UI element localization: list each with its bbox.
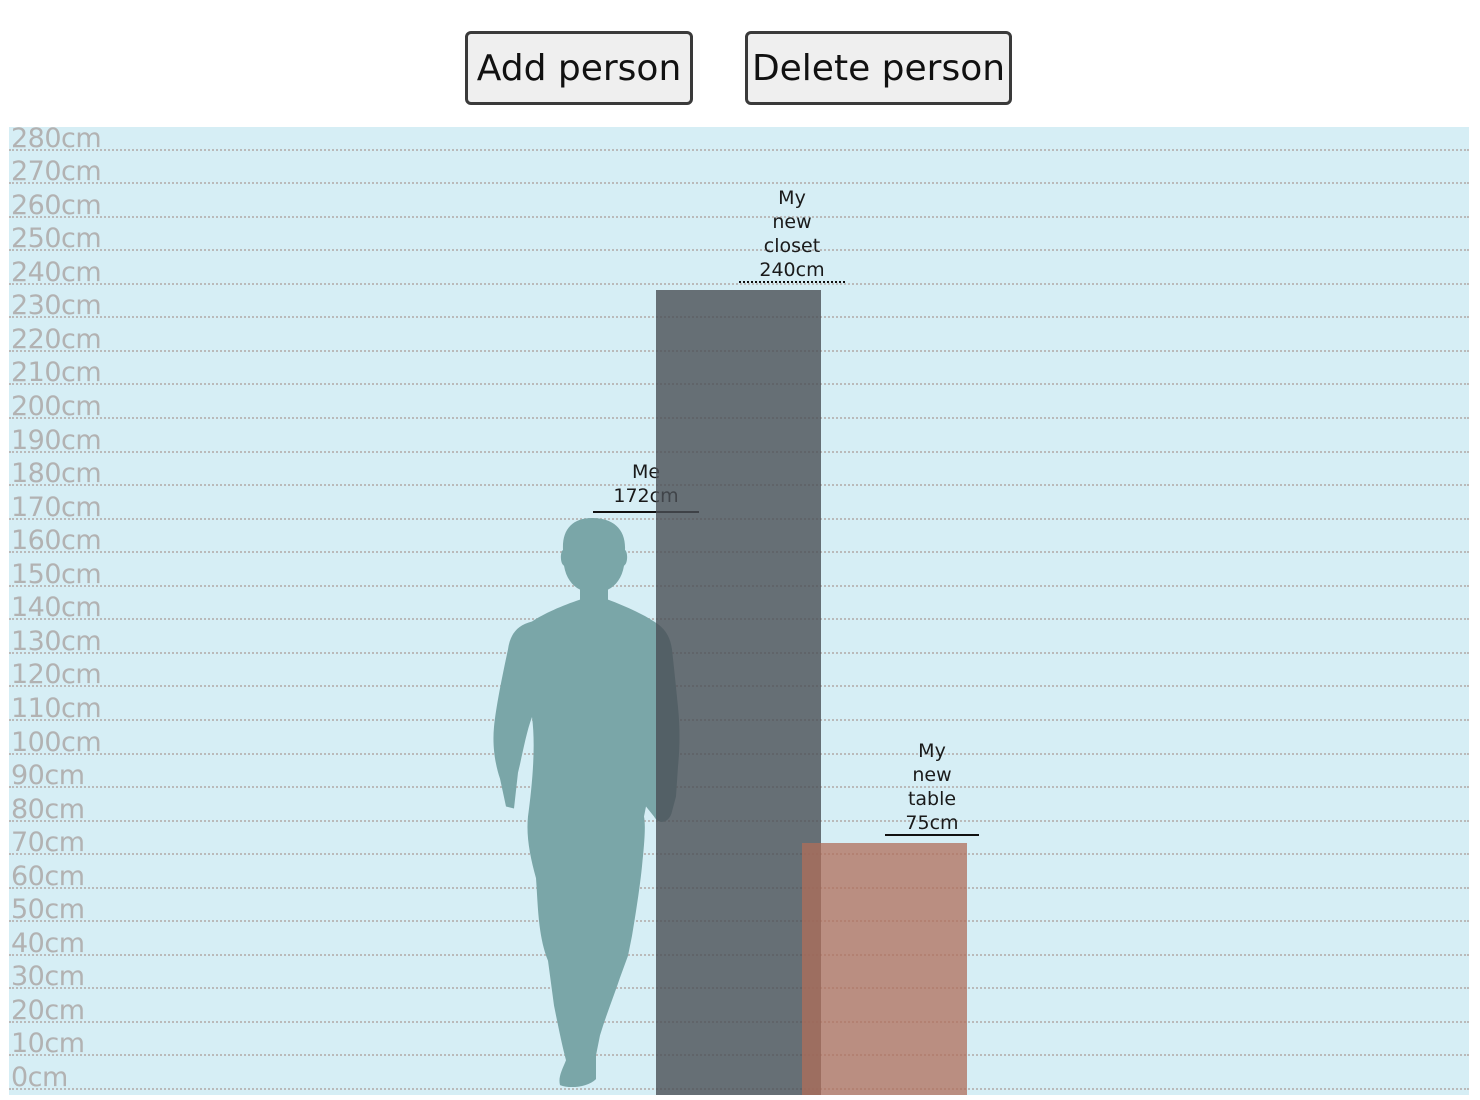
person-name: Me [631,460,661,483]
y-tick-label: 90cm [11,760,85,792]
table-name-line: new [912,764,952,787]
y-tick-label: 240cm [11,256,102,288]
y-tick-label: 120cm [11,659,102,691]
y-tick-label: 250cm [11,223,102,255]
y-tick-label: 170cm [11,491,102,523]
gridline [9,215,1469,218]
person-height-marker [593,510,699,513]
person-silhouette-me[interactable] [492,517,692,1089]
table-name-line: My [918,740,946,763]
y-tick-label: 40cm [11,927,85,959]
table-height-marker [885,834,979,837]
y-tick-label: 270cm [11,156,102,188]
y-tick-label: 30cm [11,961,85,993]
y-tick-label: 100cm [11,726,102,758]
closet-name-line: new [772,210,812,233]
y-tick-label: 50cm [11,894,85,926]
table-height: 75cm [905,812,959,835]
closet-height: 240cm [759,258,825,281]
y-tick-label: 210cm [11,357,102,389]
person-silhouette-shape [493,517,680,1087]
y-tick-label: 20cm [11,994,85,1026]
closet-height-marker [739,280,845,283]
y-tick-label: 140cm [11,592,102,624]
y-tick-label: 280cm [11,127,102,154]
closet-name-line: closet [763,234,821,257]
y-tick-label: 260cm [11,189,102,221]
add-person-button[interactable]: Add person [465,31,693,105]
delete-person-button[interactable]: Delete person [745,31,1012,105]
height-comparison-chart: 280cm 270cm 260cm 250cm 240cm 230cm 220cm 210cm… [9,127,1469,1095]
y-tick-label: 200cm [11,391,102,422]
y-tick-label: 10cm [11,1028,85,1060]
y-tick-label: 110cm [11,692,102,724]
gridline [9,182,1469,185]
y-tick-label: 190cm [11,424,102,456]
y-tick-label: 160cm [11,525,102,557]
closet-label: My new closet 240cm [742,186,842,282]
y-tick-label: 220cm [11,323,102,355]
y-tick-label: 130cm [11,625,102,657]
y-tick-label: 60cm [11,860,85,892]
table-name-line: table [907,788,957,811]
y-tick-label: 80cm [11,793,85,825]
gridline [9,282,1469,285]
gridline [9,148,1469,151]
closet-name-line: My [778,186,806,209]
y-tick-label: 180cm [11,458,102,490]
y-tick-label: 230cm [11,290,102,322]
table-bar[interactable] [802,843,967,1095]
gridline [9,249,1469,252]
y-tick-label: 0cm [11,1062,68,1093]
closet-bar[interactable] [656,289,821,1095]
table-label: My new table 75cm [882,739,982,835]
y-tick-label: 150cm [11,558,102,590]
y-tick-label: 70cm [11,827,85,859]
